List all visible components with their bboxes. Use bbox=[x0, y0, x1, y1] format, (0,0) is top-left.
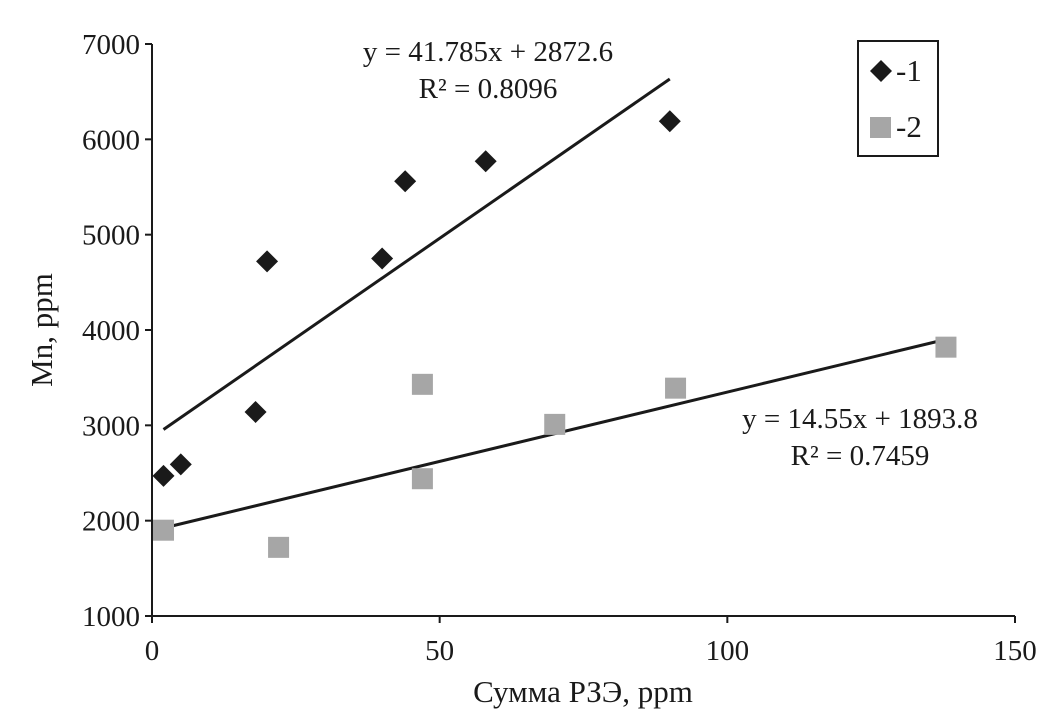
series-2-point bbox=[411, 373, 433, 395]
series-1-point bbox=[371, 247, 394, 270]
legend-marker-diamond bbox=[870, 60, 892, 82]
series-2-point bbox=[935, 336, 957, 358]
legend: -1 -2 bbox=[857, 40, 939, 157]
y-tick-label: 6000 bbox=[82, 124, 140, 156]
series-1-point bbox=[394, 170, 417, 193]
x-tick-label: 100 bbox=[706, 635, 750, 667]
trendline-2-annotation: y = 14.55x + 1893.8 R² = 0.7459 bbox=[742, 403, 978, 472]
y-axis-title: Mn, ppm bbox=[24, 273, 59, 387]
y-tick-label: 2000 bbox=[82, 506, 140, 538]
y-tick-label: 5000 bbox=[82, 220, 140, 252]
series-1-point bbox=[169, 453, 192, 476]
series-2-point bbox=[411, 468, 433, 490]
series-2-point bbox=[665, 377, 687, 399]
x-tick-label: 150 bbox=[993, 635, 1037, 667]
series-1-point bbox=[152, 464, 175, 487]
series-1-point bbox=[658, 110, 681, 133]
x-tick-label: 0 bbox=[145, 635, 160, 667]
trendline-2-equation: y = 14.55x + 1893.8 bbox=[742, 403, 978, 435]
series-2-point bbox=[153, 519, 175, 541]
y-tick-label: 4000 bbox=[82, 315, 140, 347]
series-1-point bbox=[474, 150, 497, 173]
trendline-1 bbox=[162, 77, 671, 431]
series-2-point bbox=[544, 413, 566, 435]
legend-marker-square bbox=[870, 117, 891, 138]
x-ticks: 0 50 100 150 bbox=[145, 616, 1037, 667]
y-tick-label: 3000 bbox=[82, 410, 140, 442]
x-axis-title: Сумма РЗЭ, ppm bbox=[473, 674, 693, 709]
trendline-1-r2: R² = 0.8096 bbox=[419, 73, 558, 105]
data-points bbox=[152, 110, 957, 558]
trendline-2-r2: R² = 0.7459 bbox=[791, 440, 930, 472]
legend-label-2: -2 bbox=[896, 109, 922, 144]
trendline-1-equation: y = 41.785x + 2872.6 bbox=[363, 36, 613, 68]
series-1-point bbox=[256, 250, 279, 273]
y-ticks: 1000 2000 3000 4000 5000 6000 7000 bbox=[82, 29, 152, 633]
legend-label-1: -1 bbox=[896, 53, 922, 88]
trendline-1-annotation: y = 41.785x + 2872.6 R² = 0.8096 bbox=[363, 36, 613, 105]
x-tick-label: 50 bbox=[425, 635, 454, 667]
series-1-point bbox=[244, 400, 267, 423]
y-tick-label: 7000 bbox=[82, 29, 140, 61]
y-tick-label: 1000 bbox=[82, 601, 140, 633]
series-2-point bbox=[268, 536, 290, 558]
